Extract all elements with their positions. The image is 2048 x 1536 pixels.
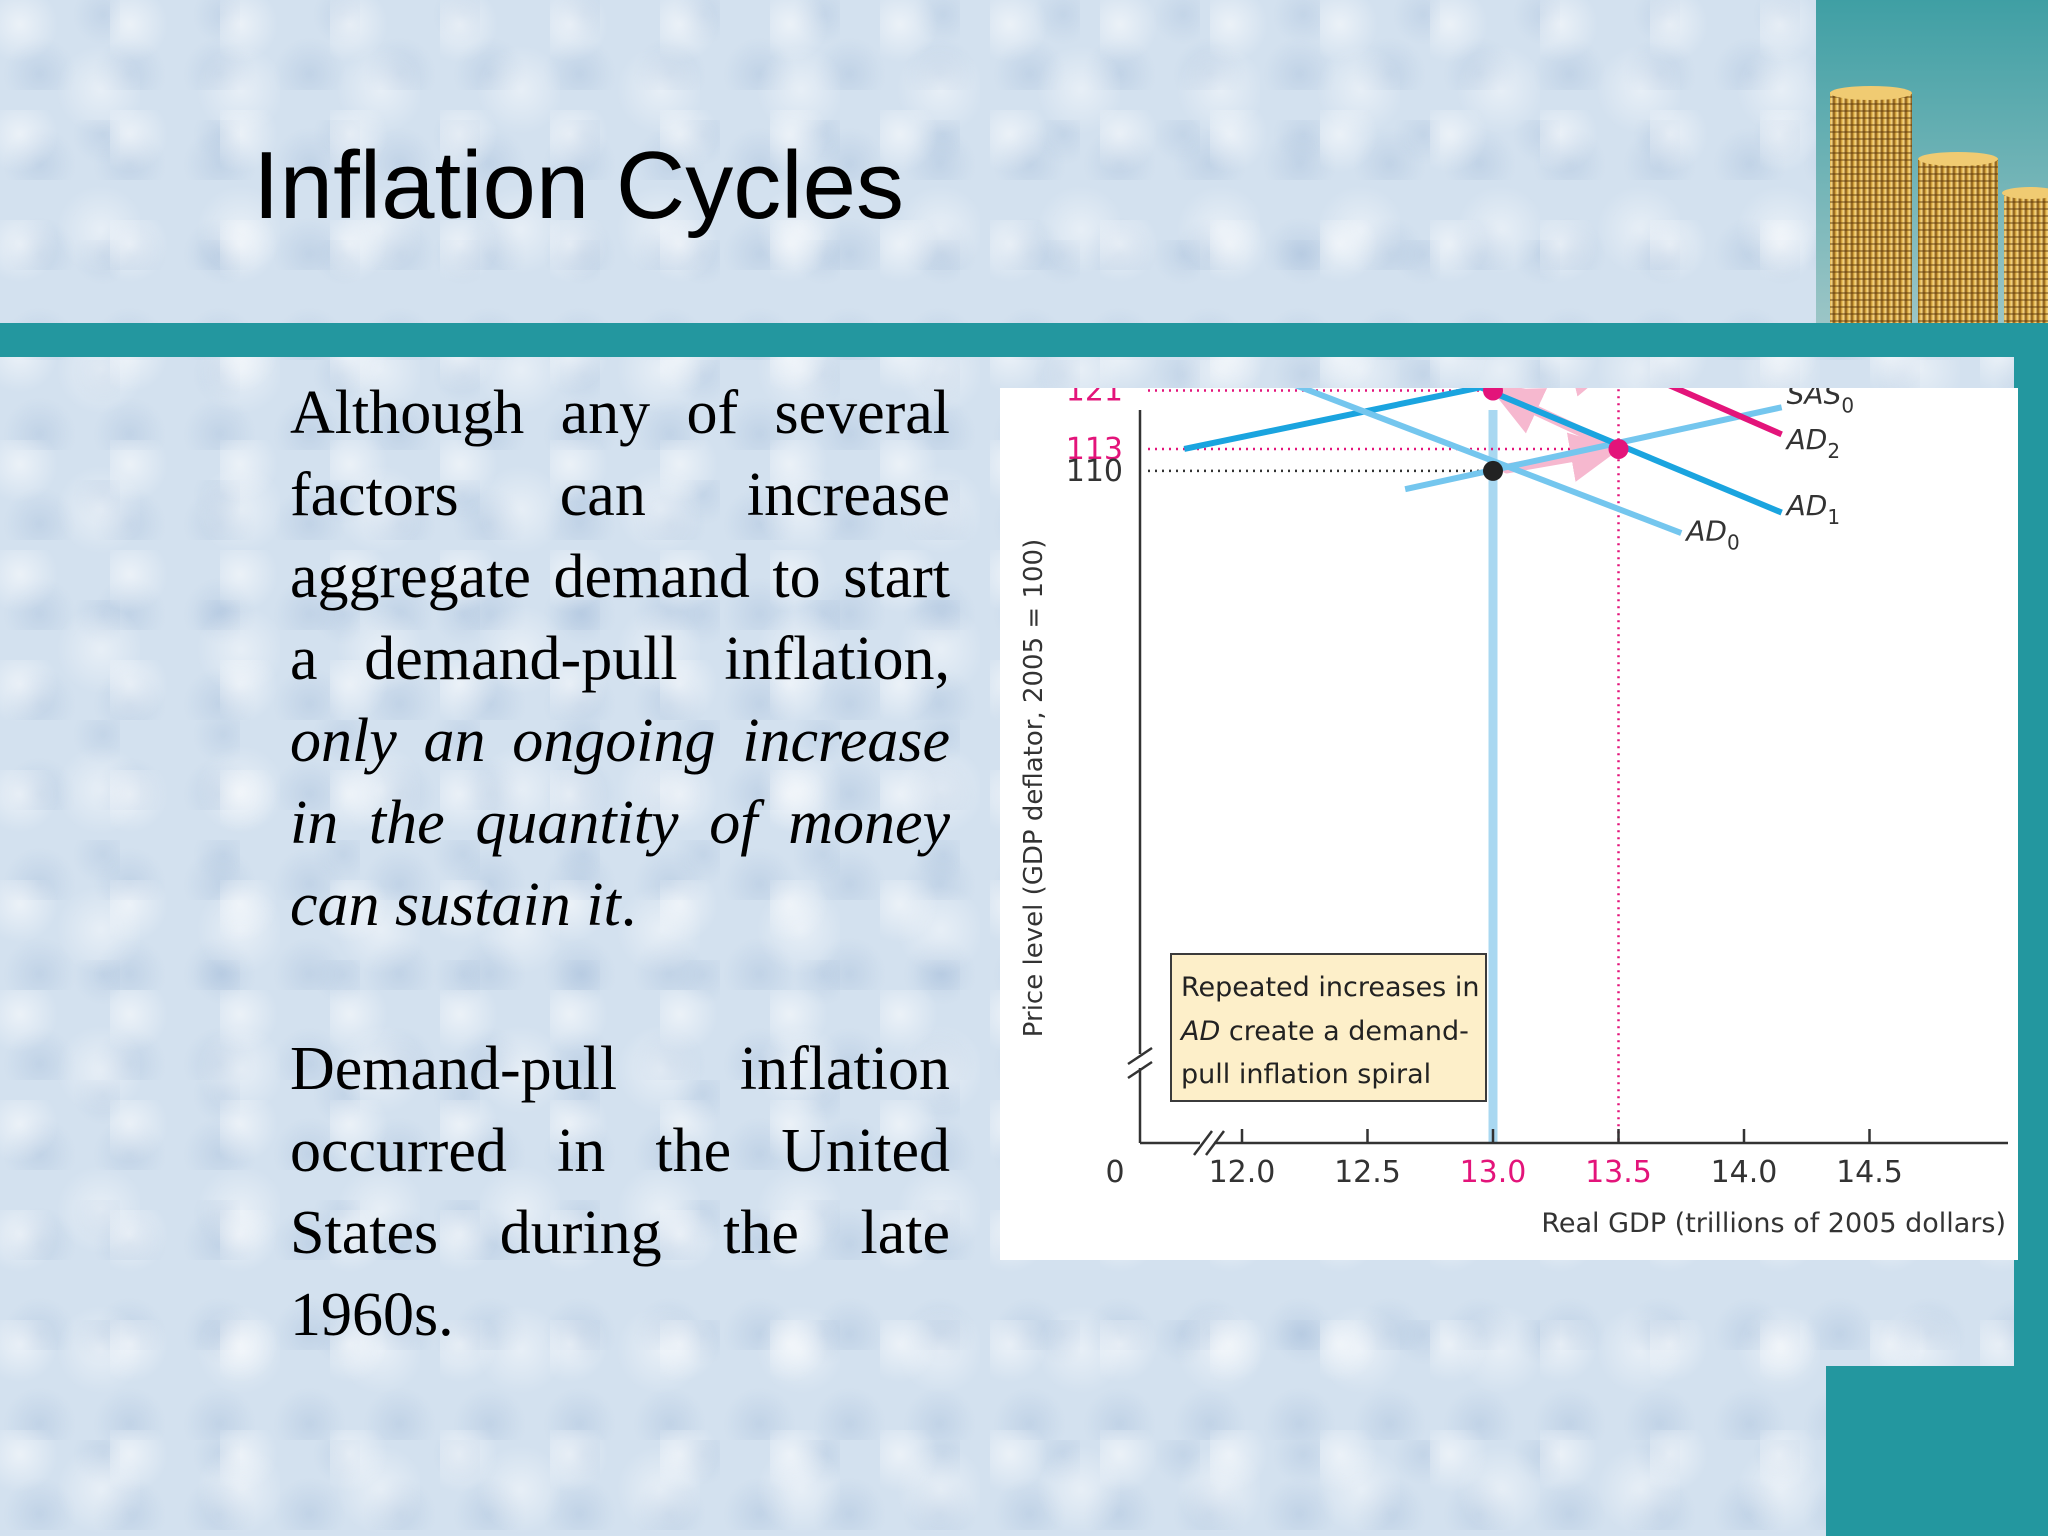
coin-stacks-image: [1816, 0, 2048, 323]
equilibrium-point-1: [1483, 460, 1503, 481]
ad-as-chart-svg: LASSAS0SAS1SAS2AD0AD1AD2012.012.513.013.…: [1019, 388, 2008, 1239]
y-tick-label-113: 113: [1066, 432, 1123, 467]
x-tick-label-14-0: 14.0: [1711, 1155, 1778, 1190]
origin-label: 0: [1105, 1155, 1124, 1190]
ad0-label: AD0: [1684, 514, 1739, 554]
ad2-curve: [1668, 388, 1783, 438]
x-axis-break-mark-2: [1205, 1130, 1225, 1156]
slide-title: Inflation Cycles: [253, 132, 904, 239]
y-tick-label-121: 121: [1066, 388, 1123, 408]
paragraph1-end: .: [620, 871, 637, 939]
ad2-label: AD2: [1785, 423, 1840, 463]
x-axis-label: Real GDP (trillions of 2005 dollars): [1541, 1208, 2006, 1239]
paragraph-us-1960s: Demand-pull inflation occurred in the Un…: [290, 1035, 950, 1349]
ad-as-chart: LASSAS0SAS1SAS2AD0AD1AD2012.012.513.013.…: [1000, 388, 2018, 1260]
y-axis-break-mark-2: [1127, 1060, 1153, 1080]
teal-corner-block: [1826, 1366, 2048, 1536]
teal-right-strip: [2014, 357, 2048, 1536]
y-tick-label-110: 110: [1066, 454, 1123, 489]
sas0-curve: [1404, 404, 1783, 493]
annotation-line-1: Repeated increases in: [1181, 972, 1479, 1003]
annotation-line-2: AD create a demand-: [1179, 1016, 1469, 1047]
paragraph1-plain: Although any of several factors can incr…: [290, 379, 950, 693]
annotation-box: [1170, 953, 1487, 1102]
body-text: Although any of several factors can incr…: [290, 372, 950, 1356]
y-axis-break-mark-1: [1127, 1046, 1153, 1066]
annotation-line-3: pull inflation spiral: [1181, 1059, 1431, 1090]
equilibrium-point-2: [1608, 438, 1629, 459]
paragraph1-italic: only an ongoing increase in the quantity…: [290, 707, 950, 939]
x-tick-label-12-0: 12.0: [1209, 1155, 1276, 1190]
x-tick-label-13-0: 13.0: [1460, 1155, 1527, 1190]
paragraph-demand-pull-sustain: Although any of several factors can incr…: [290, 372, 950, 946]
ad1-label: AD1: [1785, 489, 1840, 529]
equilibrium-point-3: [1483, 388, 1503, 401]
teal-header-band: [0, 323, 2048, 357]
x-tick-label-14-5: 14.5: [1836, 1155, 1903, 1190]
x-tick-label-13-5: 13.5: [1585, 1155, 1652, 1190]
sas1-curve: [1183, 388, 1493, 452]
annotation-ad-italic: AD: [1179, 1016, 1220, 1047]
sas0-label: SAS0: [1787, 388, 1854, 418]
annotation-line-2-rest: create a demand-: [1220, 1016, 1469, 1047]
x-tick-label-12-5: 12.5: [1334, 1155, 1401, 1190]
x-axis-break-mark-1: [1193, 1130, 1213, 1156]
ad1-curve: [1474, 388, 1783, 516]
ad0-curve: [1294, 388, 1683, 536]
y-axis-label: Price level (GDP deflator, 2005 = 100): [1019, 539, 1049, 1037]
